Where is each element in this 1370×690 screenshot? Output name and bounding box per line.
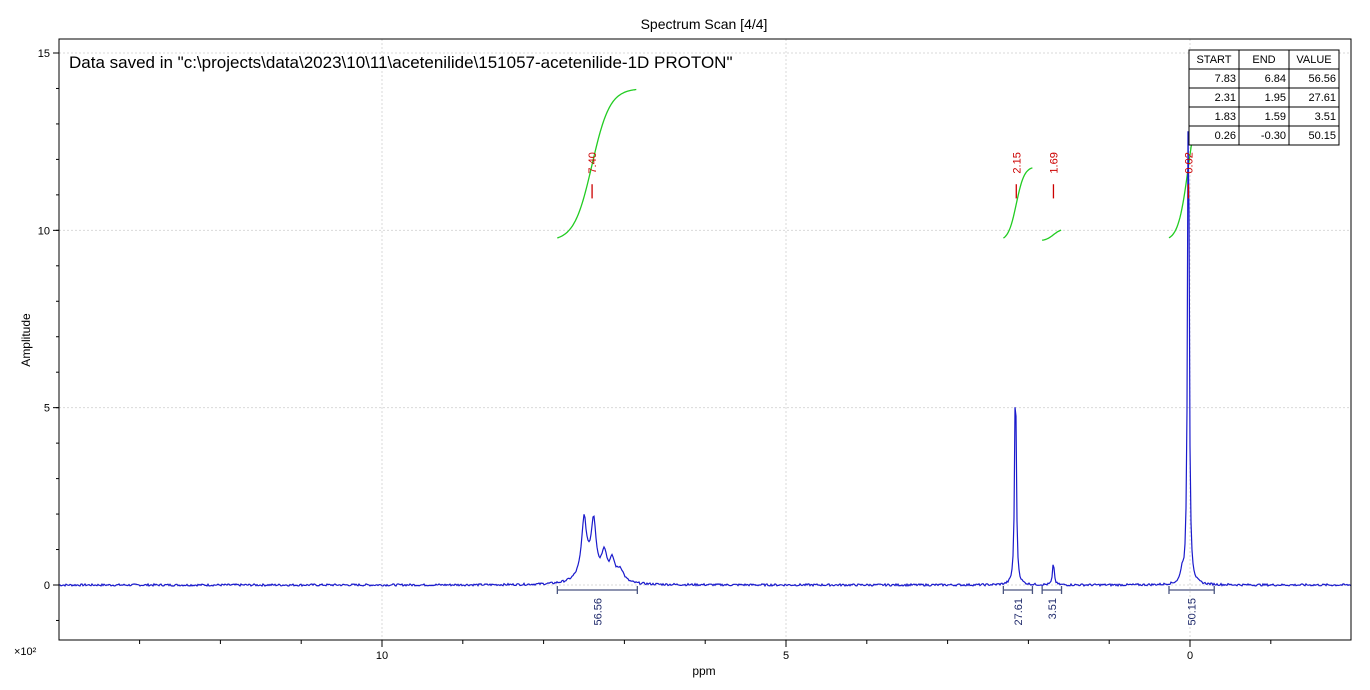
table-cell: 1.95 xyxy=(1265,92,1286,104)
y-tick-label: 0 xyxy=(44,580,50,592)
table-cell: 56.56 xyxy=(1308,73,1336,85)
y-tick-label: 5 xyxy=(44,403,50,415)
x-tick-label: 5 xyxy=(783,650,789,662)
grid xyxy=(59,39,1351,640)
table-cell: -0.30 xyxy=(1261,130,1286,142)
integral-curve xyxy=(1003,167,1033,239)
table-header: START xyxy=(1196,54,1231,66)
table-header: END xyxy=(1252,54,1275,66)
table-cell: 7.83 xyxy=(1215,73,1236,85)
integral-label: 3.51 xyxy=(1047,598,1059,619)
peak-labels: 7.40 2.15 1.69 0.02 xyxy=(587,152,1195,199)
table-header: VALUE xyxy=(1296,54,1331,66)
integral-label: 56.56 xyxy=(592,598,604,626)
axes: 0 5 10 15 10 5 0 xyxy=(38,48,1272,662)
integral-brackets: 56.56 27.61 3.51 50.15 xyxy=(556,586,1215,626)
spectrum-trace xyxy=(58,131,1352,588)
integral-label: 50.15 xyxy=(1187,598,1199,626)
peak-label: 2.15 xyxy=(1011,152,1023,173)
y-axis-label: Amplitude xyxy=(19,313,33,367)
integral-label: 27.61 xyxy=(1013,598,1025,626)
plot-frame xyxy=(58,38,1352,641)
table-cell: 6.84 xyxy=(1265,73,1286,85)
table-cell: 50.15 xyxy=(1308,130,1336,142)
y-multiplier-label: ×10² xyxy=(14,646,37,658)
integral-table: START END VALUE 7.83 6.84 56.56 2.31 1.95 27.61 1… xyxy=(1188,49,1340,146)
table-cell: 2.31 xyxy=(1215,92,1236,104)
x-tick-label: 10 xyxy=(376,650,388,662)
peak-label: 7.40 xyxy=(587,152,599,173)
integral-curves xyxy=(557,88,1215,241)
saved-message: Data saved in "c:\projects\data\2023\10\… xyxy=(69,53,733,72)
y-tick-label: 10 xyxy=(38,225,50,237)
table-cell: 1.59 xyxy=(1265,111,1286,123)
table-cell: 27.61 xyxy=(1308,92,1336,104)
y-tick-label: 15 xyxy=(38,48,50,60)
peak-label: 0.02 xyxy=(1183,152,1195,173)
spectrum-line xyxy=(58,131,1352,588)
x-axis-label: ppm xyxy=(692,664,715,678)
table-frame xyxy=(1188,49,1340,146)
table-cell: 0.26 xyxy=(1215,130,1236,142)
x-tick-label: 0 xyxy=(1187,650,1193,662)
integral-curve xyxy=(557,88,637,239)
peak-label: 1.69 xyxy=(1048,152,1060,173)
table-cell: 1.83 xyxy=(1215,111,1236,123)
chart-title: Spectrum Scan [4/4] xyxy=(641,16,768,32)
integral-curve xyxy=(1041,229,1062,241)
table-cell: 3.51 xyxy=(1315,111,1336,123)
